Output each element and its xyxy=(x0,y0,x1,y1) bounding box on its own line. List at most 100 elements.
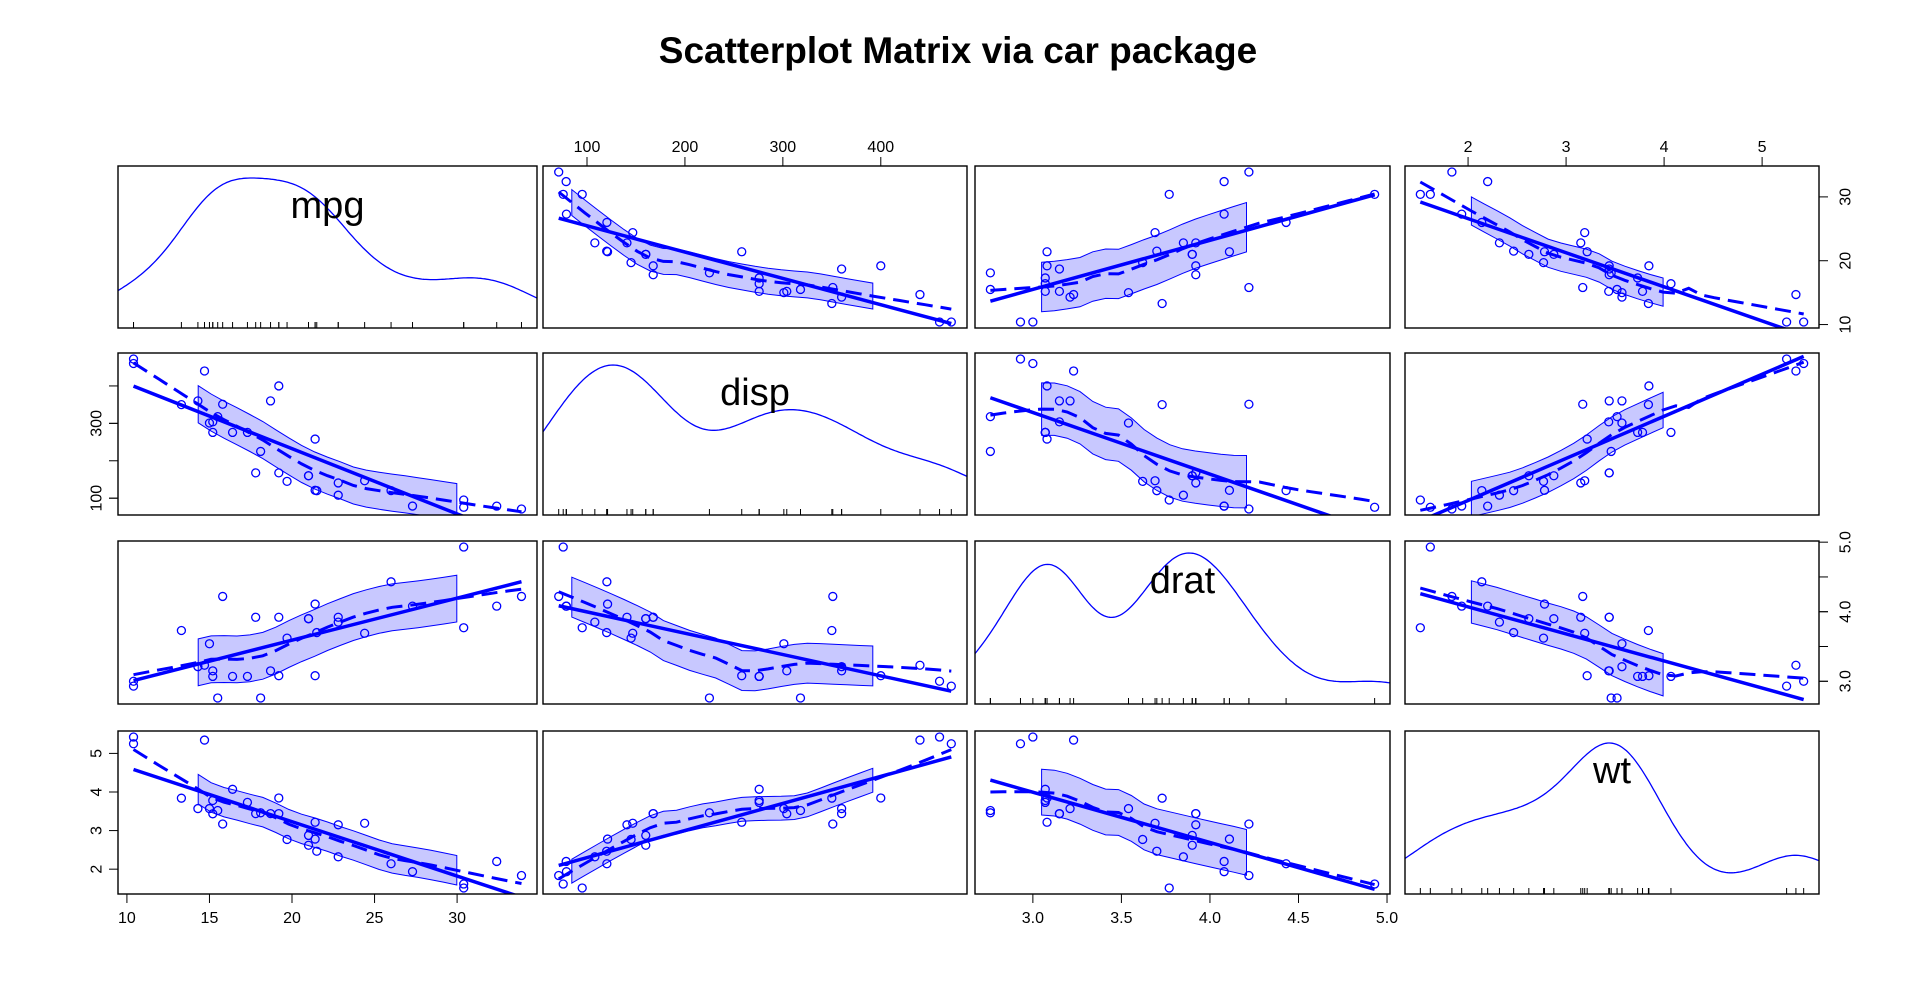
data-point xyxy=(1781,681,1792,691)
data-point xyxy=(1781,354,1792,364)
data-point xyxy=(1425,189,1435,199)
data-point xyxy=(602,627,612,638)
data-point xyxy=(577,189,587,199)
data-point xyxy=(310,834,320,844)
panel-wt-vs-wt xyxy=(1405,742,1819,894)
panel-drat-vs-wt xyxy=(1415,542,1809,703)
tick-label: 400 xyxy=(867,139,894,156)
smoother-line xyxy=(133,587,522,677)
data-point xyxy=(795,805,806,816)
regression-line xyxy=(989,778,1376,891)
data-point xyxy=(754,671,764,682)
data-point xyxy=(1578,282,1588,293)
data-point xyxy=(1042,247,1052,257)
data-point xyxy=(1040,784,1050,794)
data-point xyxy=(128,739,139,749)
data-point xyxy=(193,396,203,406)
data-point xyxy=(602,834,613,844)
data-point xyxy=(934,732,945,742)
data-point xyxy=(1494,238,1505,248)
data-point xyxy=(1281,485,1291,496)
data-point xyxy=(274,612,284,622)
data-point xyxy=(1576,612,1586,622)
data-point xyxy=(333,490,343,500)
data-point xyxy=(1224,247,1235,257)
data-point xyxy=(828,282,838,293)
data-point xyxy=(1791,289,1801,300)
data-point xyxy=(265,666,276,676)
data-point xyxy=(946,681,956,691)
data-point xyxy=(1028,358,1038,369)
data-point xyxy=(1040,273,1050,283)
data-point xyxy=(1791,660,1801,670)
data-point xyxy=(1632,427,1643,438)
data-point xyxy=(1054,809,1065,819)
data-point xyxy=(1604,612,1614,622)
data-point xyxy=(561,209,572,219)
regression-line xyxy=(989,396,1333,515)
data-point xyxy=(754,784,764,794)
tick-label: 2 xyxy=(89,865,106,874)
data-point xyxy=(1178,490,1189,500)
data-point xyxy=(1068,735,1079,745)
data-point xyxy=(1150,818,1160,828)
data-point xyxy=(915,289,925,300)
data-point xyxy=(1447,167,1457,177)
tick-label: 3.5 xyxy=(1110,910,1132,927)
data-point xyxy=(1799,676,1809,686)
data-point xyxy=(622,820,632,830)
panel-frame xyxy=(974,730,1391,895)
data-point xyxy=(1791,366,1801,376)
data-point xyxy=(1580,227,1590,238)
panel-mpg-vs-mpg xyxy=(118,177,537,328)
data-point xyxy=(754,795,764,806)
data-point xyxy=(1157,399,1167,410)
panel-frame xyxy=(117,730,538,895)
regression-line xyxy=(1419,591,1805,702)
smoother-line xyxy=(1419,180,1804,316)
data-point xyxy=(310,485,320,495)
panel-wt-vs-mpg xyxy=(128,732,527,894)
tick-label: 4.0 xyxy=(1838,601,1855,623)
data-point xyxy=(1578,591,1588,602)
data-point xyxy=(1643,399,1654,410)
data-point xyxy=(628,628,638,638)
data-point xyxy=(836,808,847,819)
smoother-line xyxy=(558,590,952,673)
data-point xyxy=(1576,478,1586,488)
data-point xyxy=(193,662,203,672)
data-point xyxy=(1164,495,1174,505)
tick-label: 2 xyxy=(1464,139,1473,156)
data-point xyxy=(407,501,418,511)
data-point xyxy=(128,358,139,369)
data-point xyxy=(737,671,747,681)
data-point xyxy=(204,639,215,649)
data-point xyxy=(1040,795,1050,806)
data-point xyxy=(176,793,187,803)
data-point xyxy=(1524,249,1534,259)
data-point xyxy=(1415,623,1425,633)
data-point xyxy=(648,270,658,280)
data-point xyxy=(1483,501,1493,511)
tick-label: 200 xyxy=(672,139,699,156)
density-curve xyxy=(118,177,537,299)
data-point xyxy=(208,427,218,438)
panel-frame xyxy=(974,352,1391,516)
data-point xyxy=(554,870,564,881)
data-point xyxy=(622,238,632,248)
data-point xyxy=(1369,189,1380,199)
data-point xyxy=(946,739,956,749)
tick-label: 100 xyxy=(89,485,106,512)
data-point xyxy=(128,354,139,364)
data-point xyxy=(1582,247,1592,257)
data-point xyxy=(1040,427,1050,438)
data-point xyxy=(303,840,314,850)
tick-label: 10 xyxy=(118,910,136,927)
data-point xyxy=(1281,217,1291,228)
data-point xyxy=(213,693,223,703)
data-point xyxy=(1187,840,1197,850)
data-point xyxy=(1582,434,1592,444)
data-point xyxy=(1054,417,1065,427)
tick-label: 30 xyxy=(448,910,466,927)
data-point xyxy=(1483,176,1493,187)
